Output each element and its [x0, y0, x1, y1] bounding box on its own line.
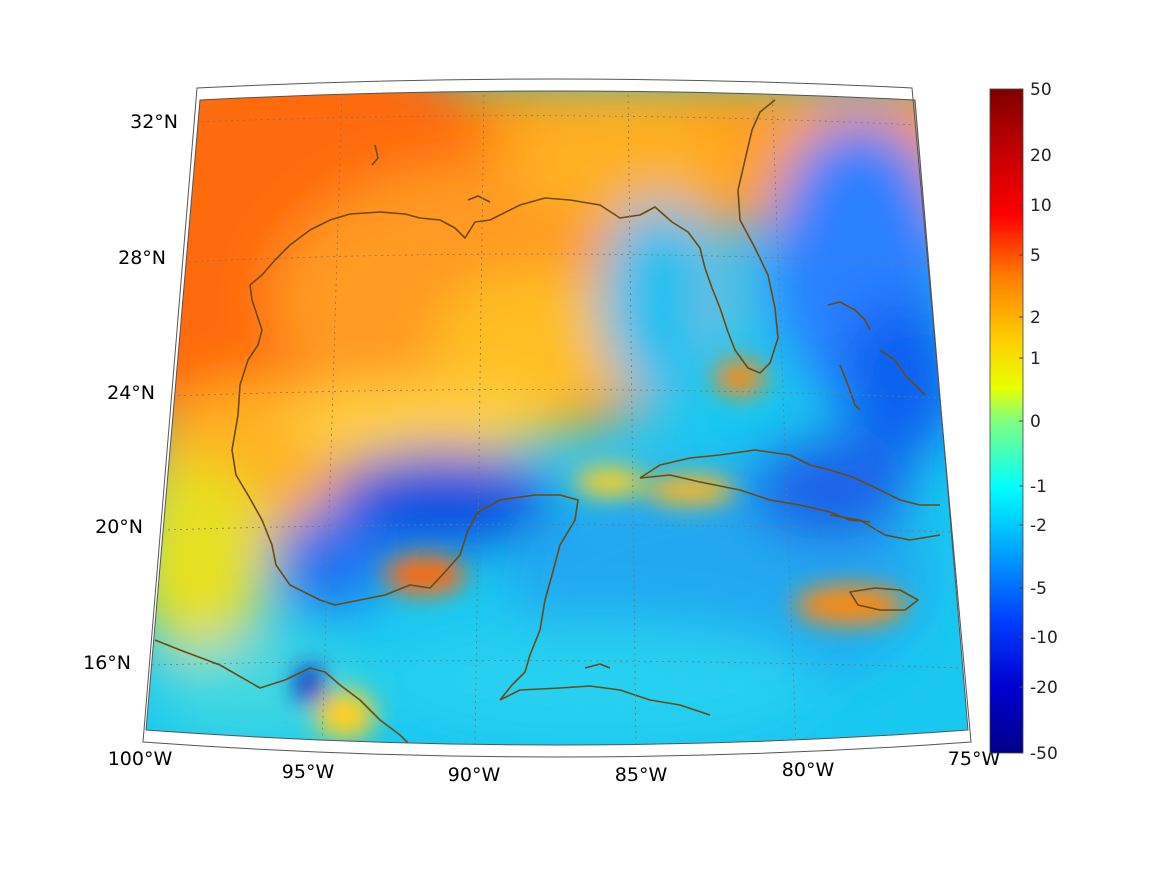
lon-label: 75°W — [948, 748, 1001, 770]
lon-label: 95°W — [282, 761, 335, 783]
lon-label: 90°W — [448, 764, 501, 786]
colorbar-label: -50 — [1030, 744, 1058, 764]
latitude-labels: 32°N 28°N 24°N 20°N 16°N — [83, 111, 178, 674]
colorbar-label: 50 — [1030, 80, 1052, 100]
colorbar-label: -10 — [1030, 628, 1058, 648]
longitude-labels: 100°W 95°W 90°W 85°W 80°W 75°W — [108, 748, 1001, 786]
colorbar-label: 10 — [1030, 196, 1052, 216]
data-field — [146, 91, 968, 745]
colorbar-label: -1 — [1030, 477, 1047, 497]
lon-label: 80°W — [782, 759, 835, 781]
lat-label: 24°N — [107, 382, 155, 404]
lat-label: 16°N — [83, 652, 131, 674]
colorbar-label: -2 — [1030, 516, 1047, 536]
map-frame — [142, 78, 972, 758]
colorbar-gradient — [989, 88, 1024, 754]
lat-label: 28°N — [118, 247, 166, 269]
colorbar-label: -20 — [1030, 678, 1058, 698]
lon-label: 85°W — [615, 764, 668, 786]
colorbar-label: 5 — [1030, 246, 1041, 266]
colorbar-label: 1 — [1030, 349, 1041, 369]
colorbar-label: 20 — [1030, 146, 1052, 166]
graticule — [151, 91, 963, 745]
colorbar-label: -5 — [1030, 579, 1047, 599]
lat-label: 20°N — [95, 516, 143, 538]
lon-label: 100°W — [108, 748, 173, 770]
colorbar-label: 0 — [1030, 412, 1041, 432]
colorbar-label: 2 — [1030, 308, 1041, 328]
coastlines — [154, 99, 941, 745]
lat-label: 32°N — [130, 111, 178, 133]
